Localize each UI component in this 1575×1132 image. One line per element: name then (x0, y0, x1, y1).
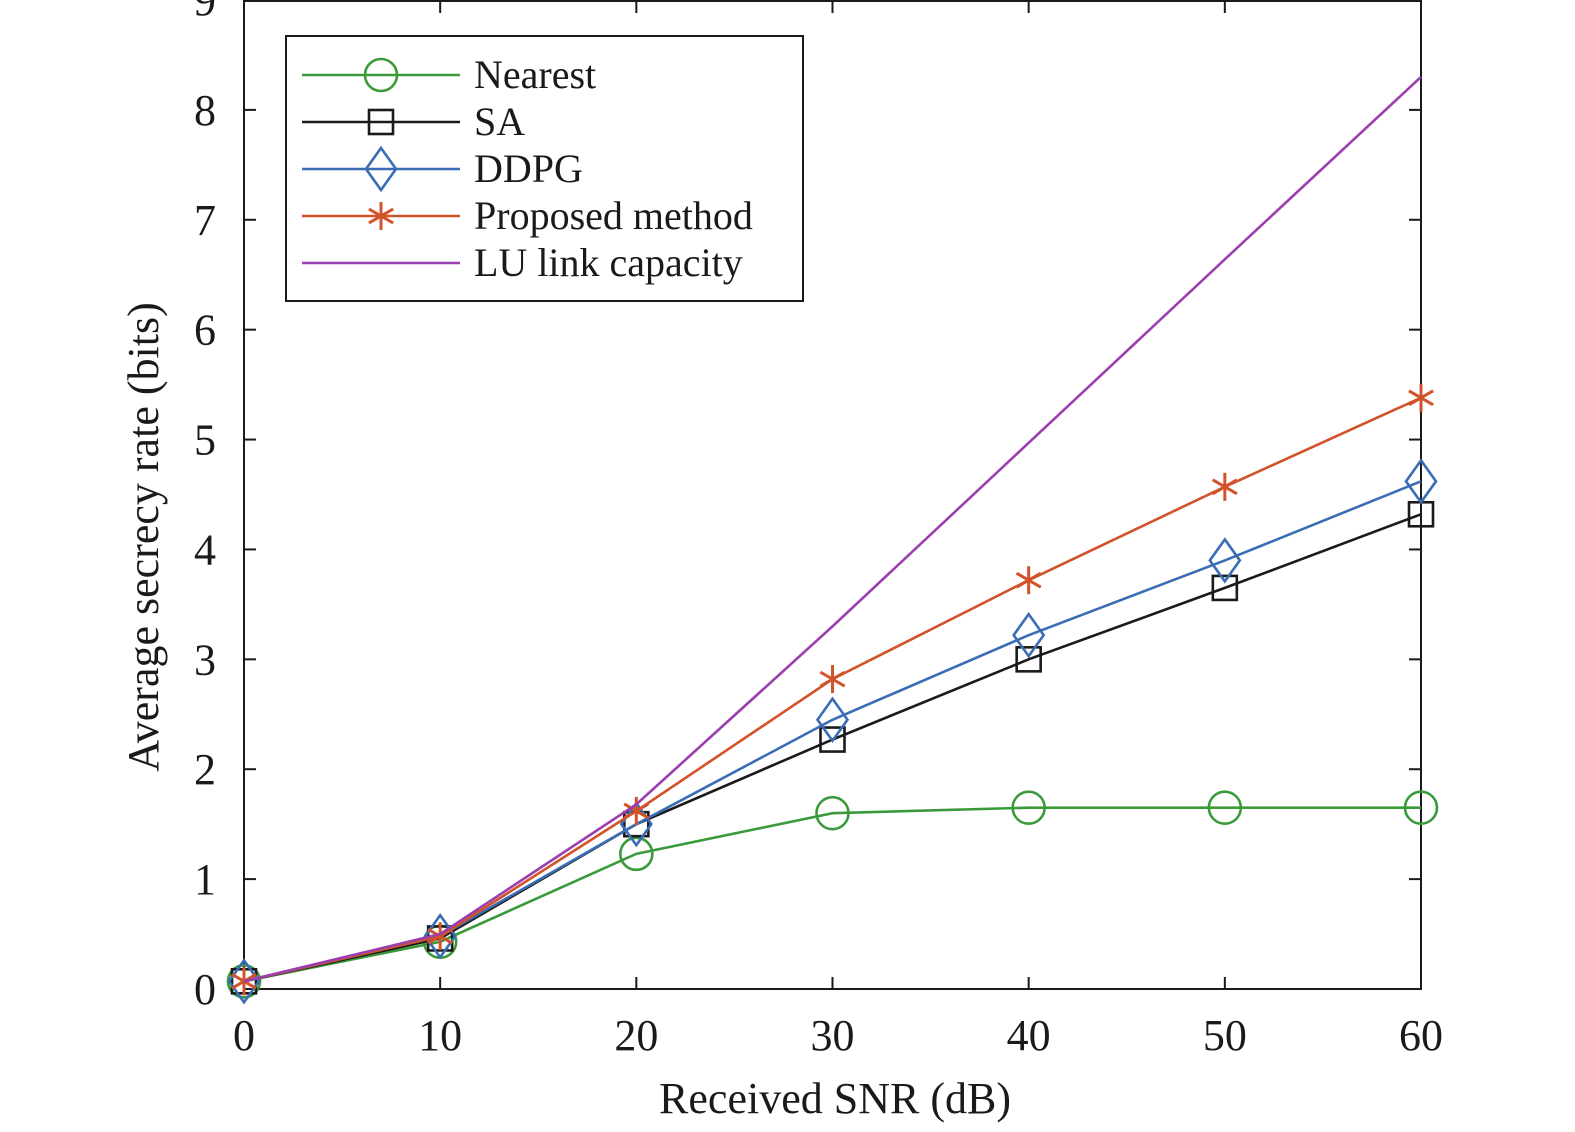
data-point (1012, 611, 1046, 659)
data-point (815, 795, 850, 831)
data-point (619, 836, 654, 872)
x-tick-label: 10 (418, 1011, 462, 1060)
series-ddpg (227, 458, 1438, 1005)
series-proposed-method (231, 383, 1434, 996)
y-tick-label: 0 (194, 965, 216, 1014)
series-line (243, 75, 1422, 983)
y-tick-label: 1 (194, 855, 216, 904)
data-point (1403, 790, 1439, 825)
data-point (1011, 790, 1046, 825)
series-sa (230, 500, 1435, 995)
data-point (1408, 383, 1434, 412)
data-point (1404, 458, 1438, 505)
legend-marker (363, 57, 399, 93)
y-tick-label: 6 (194, 306, 216, 355)
data-point (427, 922, 454, 951)
y-tick-label: 5 (194, 416, 216, 465)
series-lu-link-capacity (243, 75, 1422, 983)
legend-entry: Proposed method (302, 193, 753, 238)
legend-entry: LU link capacity (302, 240, 743, 285)
legend-label: SA (474, 99, 525, 144)
y-tick-label: 8 (194, 86, 216, 135)
tick-marks (243, 0, 1422, 990)
x-tick-label: 20 (614, 1011, 658, 1060)
y-tick-label: 2 (194, 745, 216, 794)
legend-marker (368, 202, 394, 230)
x-tick-label: 30 (811, 1011, 855, 1060)
series-nearest (226, 790, 1439, 999)
x-axis-label: Received SNR (dB) (659, 1074, 1011, 1123)
y-tick-label: 9 (194, 0, 216, 25)
legend-label: LU link capacity (474, 240, 743, 285)
data-point (819, 665, 846, 694)
x-tick-label: 50 (1203, 1011, 1247, 1060)
legend-marker (364, 145, 398, 193)
y-tick-label: 7 (194, 196, 216, 245)
data-point (1015, 646, 1042, 673)
data-point (623, 796, 650, 825)
data-point (815, 696, 850, 744)
series-group (226, 75, 1439, 1005)
x-tick-label: 0 (233, 1011, 255, 1060)
series-line (243, 513, 1422, 983)
y-tick-label: 3 (194, 635, 216, 684)
data-point (819, 726, 846, 753)
legend-marker (367, 108, 395, 136)
x-tick-label: 40 (1007, 1011, 1051, 1060)
legend-entry: DDPG (302, 145, 583, 193)
legend-label: Nearest (474, 52, 596, 97)
legend-label: Proposed method (474, 193, 753, 238)
series-line (243, 806, 1421, 983)
data-point (1211, 574, 1239, 602)
series-line (243, 480, 1422, 983)
data-point (1211, 472, 1238, 501)
legend-entry: SA (302, 99, 525, 144)
legend-entry: Nearest (302, 52, 596, 97)
legend-label: DDPG (474, 146, 583, 191)
y-axis-label: Average secrecy rate (bits) (119, 302, 168, 771)
data-point (1208, 537, 1242, 584)
y-tick-label: 4 (194, 525, 216, 574)
x-tick-label: 60 (1399, 1011, 1443, 1060)
data-point (1207, 790, 1243, 825)
data-point (1015, 566, 1042, 595)
tick-labels: 0 10 20 30 40 50 60 0 1 2 3 4 5 6 7 8 9 (194, 0, 1443, 1060)
